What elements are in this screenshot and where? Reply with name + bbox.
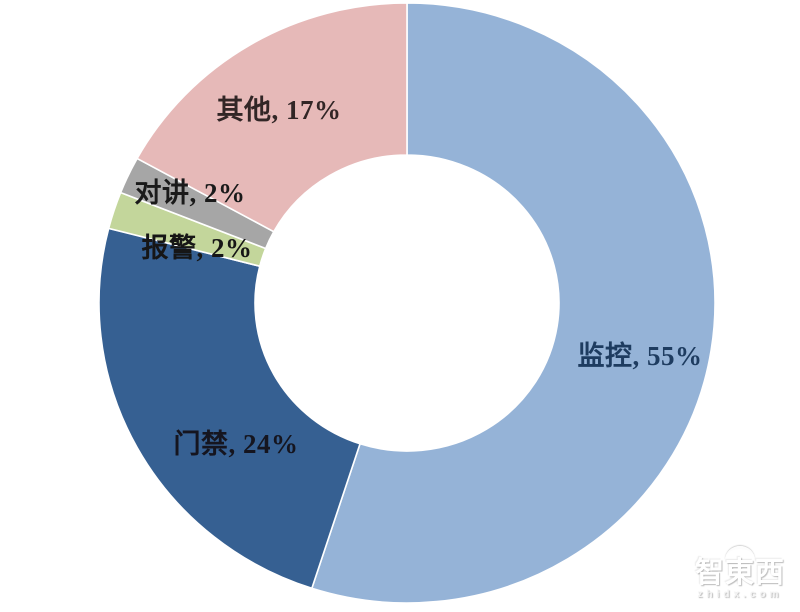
slice-label-其他: 其他, 17% [217,95,342,125]
watermark-arc-icon [725,545,755,560]
watermark-brand: 智東西 [694,556,785,589]
slice-label-门禁: 门禁, 24% [174,429,299,459]
slice-label-监控: 监控, 55% [578,341,703,371]
donut-slice-监控 [310,2,716,604]
slice-label-对讲: 对讲, 2% [135,178,246,208]
donut-slice-门禁 [98,227,362,590]
watermark: 智東西 zhidx.com [685,545,795,600]
slice-label-报警: 报警, 2% [142,233,253,263]
watermark-domain: zhidx.com [697,589,783,600]
donut-slice-其他 [136,2,408,233]
